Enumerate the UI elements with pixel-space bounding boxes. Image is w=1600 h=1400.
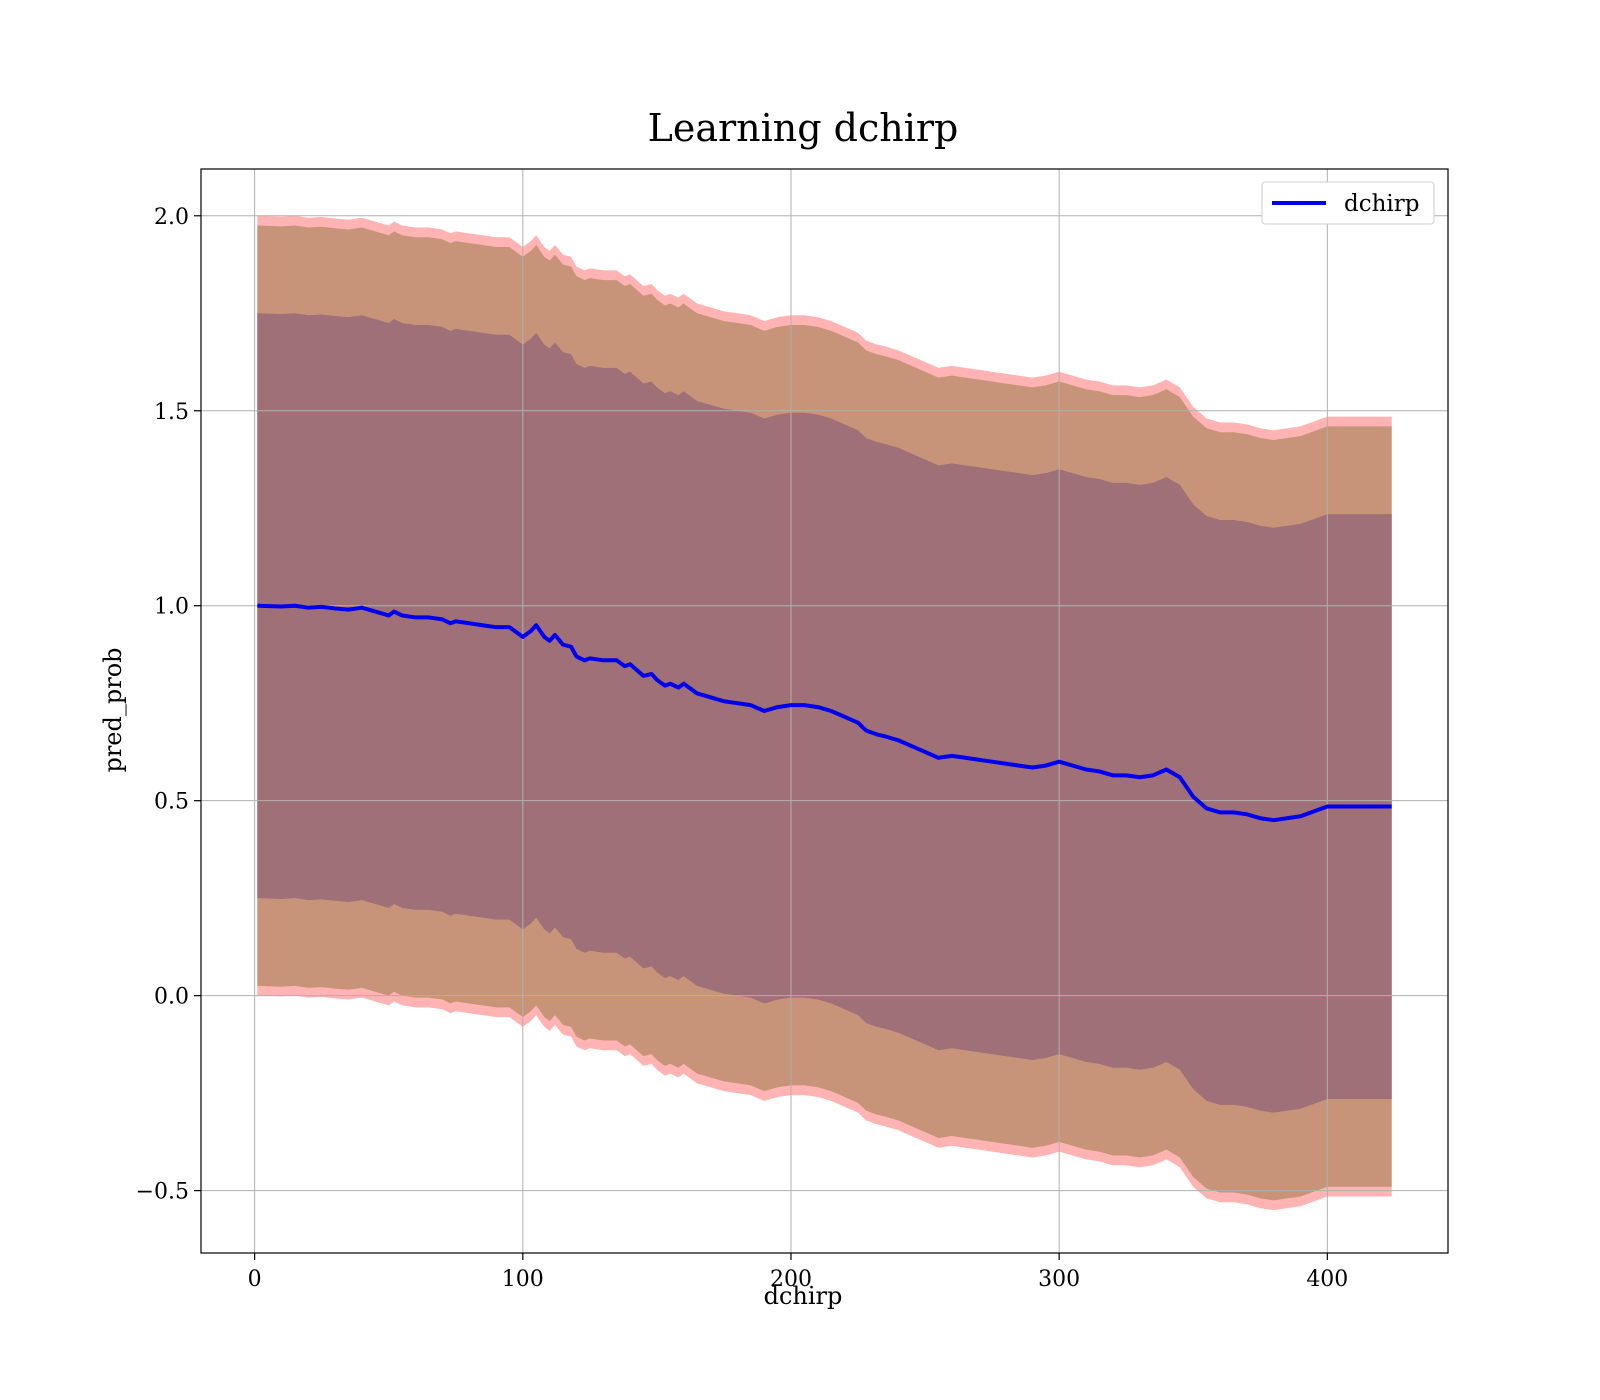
y-tick-label-2: 0.5 [154, 790, 189, 815]
y-tick-label-5: 2.0 [154, 205, 189, 230]
grid-lines [201, 169, 1448, 1253]
band-2 [257, 313, 1392, 1113]
y-axis-label: pred_prob [99, 647, 127, 772]
y-tick-label-3: 1.0 [154, 595, 189, 620]
x-tick-label-0: 0 [248, 1267, 262, 1292]
series-line-dchirp [257, 603, 1392, 823]
y-tick-label-0: −0.5 [136, 1180, 189, 1205]
y-tick-label-1: 0.0 [154, 985, 189, 1010]
y-tick-label-4: 1.5 [154, 400, 189, 425]
plot-frame [200, 168, 1449, 1254]
x-tick-label-3: 300 [1038, 1267, 1080, 1292]
chart-title: Learning dchirp [648, 106, 959, 150]
legend-label-dchirp: dchirp [1344, 191, 1420, 217]
plot-area: 0 100 200 300 400 −0.5 0.0 0.5 1.0 1.5 2.0 [136, 168, 1449, 1292]
x-tick-label-4: 400 [1306, 1267, 1348, 1292]
legend-box [1261, 181, 1435, 225]
bands [257, 215, 1392, 1211]
x-tick-label-2: 200 [770, 1267, 812, 1292]
x-axis-label: dchirp [764, 1282, 843, 1310]
legend: dchirp [1261, 181, 1435, 225]
x-tick-label-1: 100 [502, 1267, 544, 1292]
